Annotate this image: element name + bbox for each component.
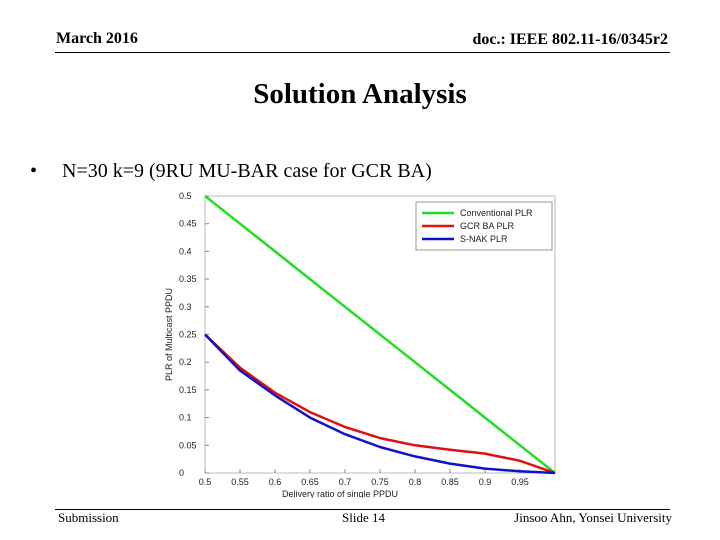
legend-label: GCR BA PLR bbox=[460, 221, 515, 231]
series-lines bbox=[204, 195, 556, 475]
y-tick-label: 0.3 bbox=[179, 302, 192, 312]
bullet-text: N=30 k=9 (9RU MU-BAR case for GCR BA) bbox=[62, 160, 432, 182]
footer-author: Jinsoo Ahn, Yonsei University bbox=[514, 510, 672, 525]
x-tick-label: 0.75 bbox=[371, 477, 389, 487]
bullet-dot-icon: • bbox=[30, 160, 38, 182]
chart-legend: Conventional PLR GCR BA PLR S-NAK PLR bbox=[415, 201, 553, 251]
x-tick-label: 0.85 bbox=[441, 477, 459, 487]
y-tick-label: 0.35 bbox=[179, 274, 197, 284]
y-tick-label: 0.05 bbox=[179, 440, 197, 450]
series-line-2 bbox=[204, 333, 556, 475]
legend-label: S-NAK PLR bbox=[460, 234, 508, 244]
header-divider bbox=[55, 52, 670, 53]
y-tick-label: 0.1 bbox=[179, 413, 192, 423]
footer-slide-number: Slide 14 bbox=[342, 510, 385, 525]
bullet-item: • N=30 k=9 (9RU MU-BAR case for GCR BA) bbox=[30, 160, 432, 183]
footer-divider bbox=[55, 509, 670, 510]
y-tick-label: 0.5 bbox=[179, 191, 192, 201]
x-tick-label: 0.65 bbox=[301, 477, 319, 487]
x-tick-label: 0.7 bbox=[339, 477, 352, 487]
x-tick-label: 0.95 bbox=[511, 477, 529, 487]
y-tick-label: 0.25 bbox=[179, 330, 197, 340]
y-tick-label: 0.4 bbox=[179, 246, 192, 256]
y-tick-label: 0.45 bbox=[179, 219, 197, 229]
header-doc-id: doc.: IEEE 802.11-16/0345r2 bbox=[472, 31, 668, 48]
x-tick-label: 0.55 bbox=[231, 477, 249, 487]
x-tick-label: 0.6 bbox=[269, 477, 282, 487]
series-line-1 bbox=[204, 333, 556, 475]
slide-title: Solution Analysis bbox=[253, 78, 467, 110]
plr-line-chart: 0 0.05 0.1 0.15 0.2 0.25 0.3 0.35 0.4 0.45 0.5 0.5… bbox=[158, 188, 562, 498]
legend-box bbox=[415, 201, 553, 251]
y-axis-label: PLR of Multicast PPDU bbox=[164, 288, 174, 381]
x-ticks: 0.5 0.55 0.6 0.65 0.7 0.75 0.8 0.85 0.9 0.95 bbox=[199, 469, 529, 487]
footer-submission: Submission bbox=[58, 510, 119, 525]
y-tick-label: 0.2 bbox=[179, 357, 192, 367]
x-tick-label: 0.8 bbox=[409, 477, 422, 487]
series-line-0 bbox=[204, 195, 556, 474]
y-tick-label: 0 bbox=[179, 468, 184, 478]
x-tick-label: 0.9 bbox=[479, 477, 492, 487]
legend-label: Conventional PLR bbox=[460, 208, 533, 218]
y-tick-label: 0.15 bbox=[179, 385, 197, 395]
x-axis-label: Delivery ratio of single PPDU bbox=[282, 489, 398, 498]
y-ticks: 0 0.05 0.1 0.15 0.2 0.25 0.3 0.35 0.4 0.45 0.5 bbox=[179, 191, 209, 478]
x-tick-label: 0.5 bbox=[199, 477, 212, 487]
header-date: March 2016 bbox=[56, 30, 138, 47]
